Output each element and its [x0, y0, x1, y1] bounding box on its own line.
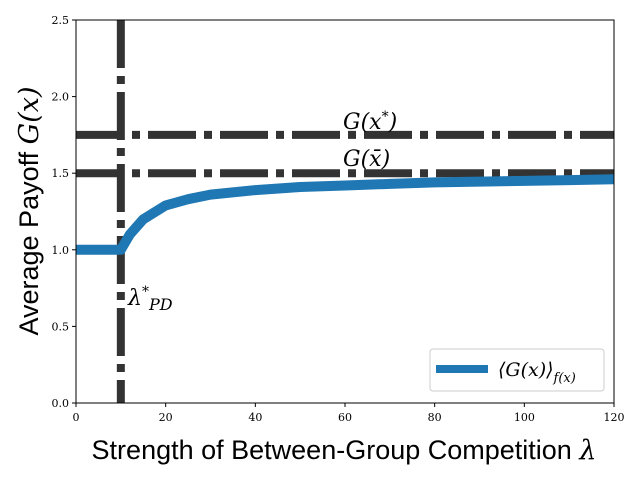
- x-tick-label: 60: [338, 411, 352, 424]
- x-tick-label: 20: [159, 411, 173, 424]
- y-tick-label: 1.5: [52, 167, 70, 180]
- plot-background: [76, 20, 614, 403]
- x-tick-label: 100: [514, 411, 535, 424]
- y-tick-label: 0.0: [52, 397, 70, 410]
- y-tick-label: 2.0: [52, 91, 70, 104]
- annotation-g-x-star: G(x*): [343, 109, 397, 135]
- x-tick-label: 80: [428, 411, 442, 424]
- x-tick-label: 0: [73, 411, 80, 424]
- annotation-lambda-star-pd: λ*PD: [127, 284, 173, 314]
- series-line-0: [76, 174, 614, 255]
- annotation-g-x-bar: G(x̄): [343, 147, 390, 172]
- y-tick-label: 1.0: [52, 244, 70, 257]
- x-tick-label: 40: [248, 411, 262, 424]
- x-tick-label: 120: [604, 411, 625, 424]
- y-tick-label: 2.5: [52, 14, 70, 27]
- x-axis-title: Strength of Between-Group Competition λ: [92, 435, 597, 466]
- legend-label: ⟨G(x)⟩f(x): [498, 359, 576, 386]
- legend-box: [429, 348, 605, 392]
- y-axis-title: Average Payoff G(x): [14, 86, 45, 335]
- legend: ⟨G(x)⟩f(x): [429, 348, 605, 392]
- y-tick-label: 0.5: [52, 320, 70, 333]
